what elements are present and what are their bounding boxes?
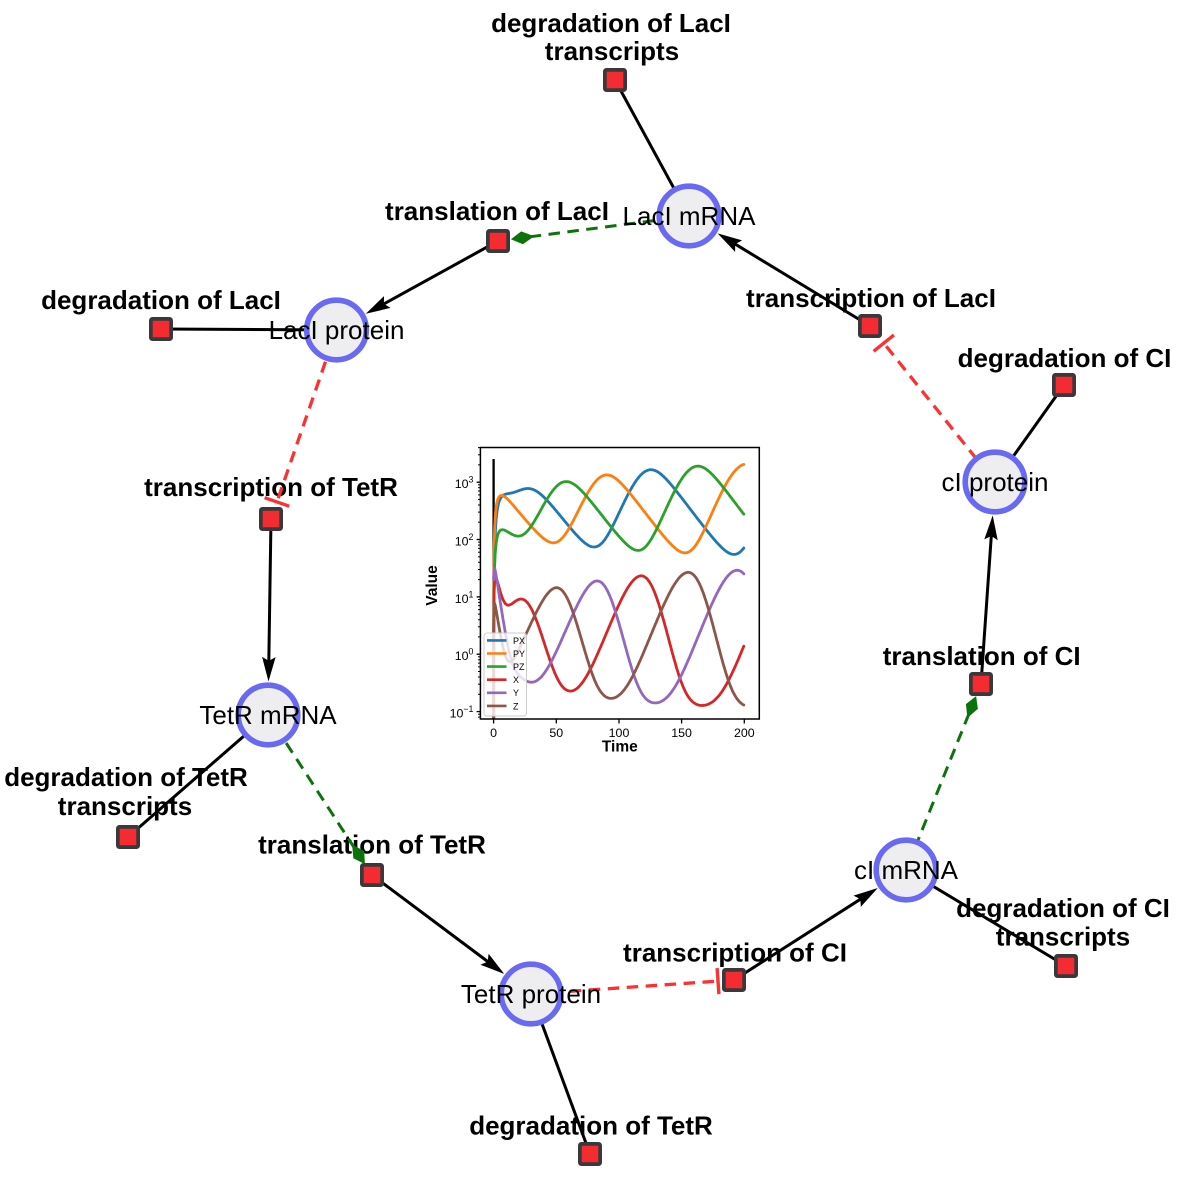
svg-text:TetR protein: TetR protein: [461, 979, 601, 1009]
svg-text:translation of LacI: translation of LacI: [385, 196, 609, 226]
svg-text:PZ: PZ: [513, 662, 525, 672]
svg-text:transcription of CI: transcription of CI: [623, 938, 847, 968]
svg-text:degradation of LacI: degradation of LacI: [491, 8, 731, 38]
svg-text:150: 150: [671, 726, 692, 740]
svg-text:Value: Value: [424, 565, 441, 606]
svg-text:0: 0: [490, 726, 497, 740]
svg-text:LacI protein: LacI protein: [269, 315, 405, 345]
svg-text:Y: Y: [513, 688, 519, 698]
svg-text:transcription of TetR: transcription of TetR: [144, 472, 398, 502]
svg-text:degradation of CI: degradation of CI: [956, 893, 1170, 923]
svg-text:100: 100: [609, 726, 630, 740]
svg-text:50: 50: [549, 726, 563, 740]
svg-text:200: 200: [734, 726, 755, 740]
svg-text:transcripts: transcripts: [545, 36, 679, 66]
svg-text:Z: Z: [513, 701, 519, 711]
svg-text:X: X: [513, 675, 519, 685]
svg-text:LacI mRNA: LacI mRNA: [623, 201, 757, 231]
svg-text:degradation of TetR: degradation of TetR: [4, 762, 248, 792]
svg-text:transcription of LacI: transcription of LacI: [746, 283, 996, 313]
svg-text:degradation of LacI: degradation of LacI: [41, 285, 281, 315]
svg-text:degradation of CI: degradation of CI: [958, 343, 1172, 373]
svg-text:cI protein: cI protein: [942, 467, 1049, 497]
svg-text:cI mRNA: cI mRNA: [854, 855, 959, 885]
svg-text:transcripts: transcripts: [58, 791, 192, 821]
svg-text:translation of TetR: translation of TetR: [258, 830, 486, 860]
svg-text:degradation of TetR: degradation of TetR: [469, 1111, 713, 1141]
svg-text:TetR mRNA: TetR mRNA: [199, 700, 337, 730]
svg-text:Time: Time: [602, 739, 638, 756]
svg-text:PX: PX: [513, 636, 525, 646]
svg-text:PY: PY: [513, 649, 525, 659]
